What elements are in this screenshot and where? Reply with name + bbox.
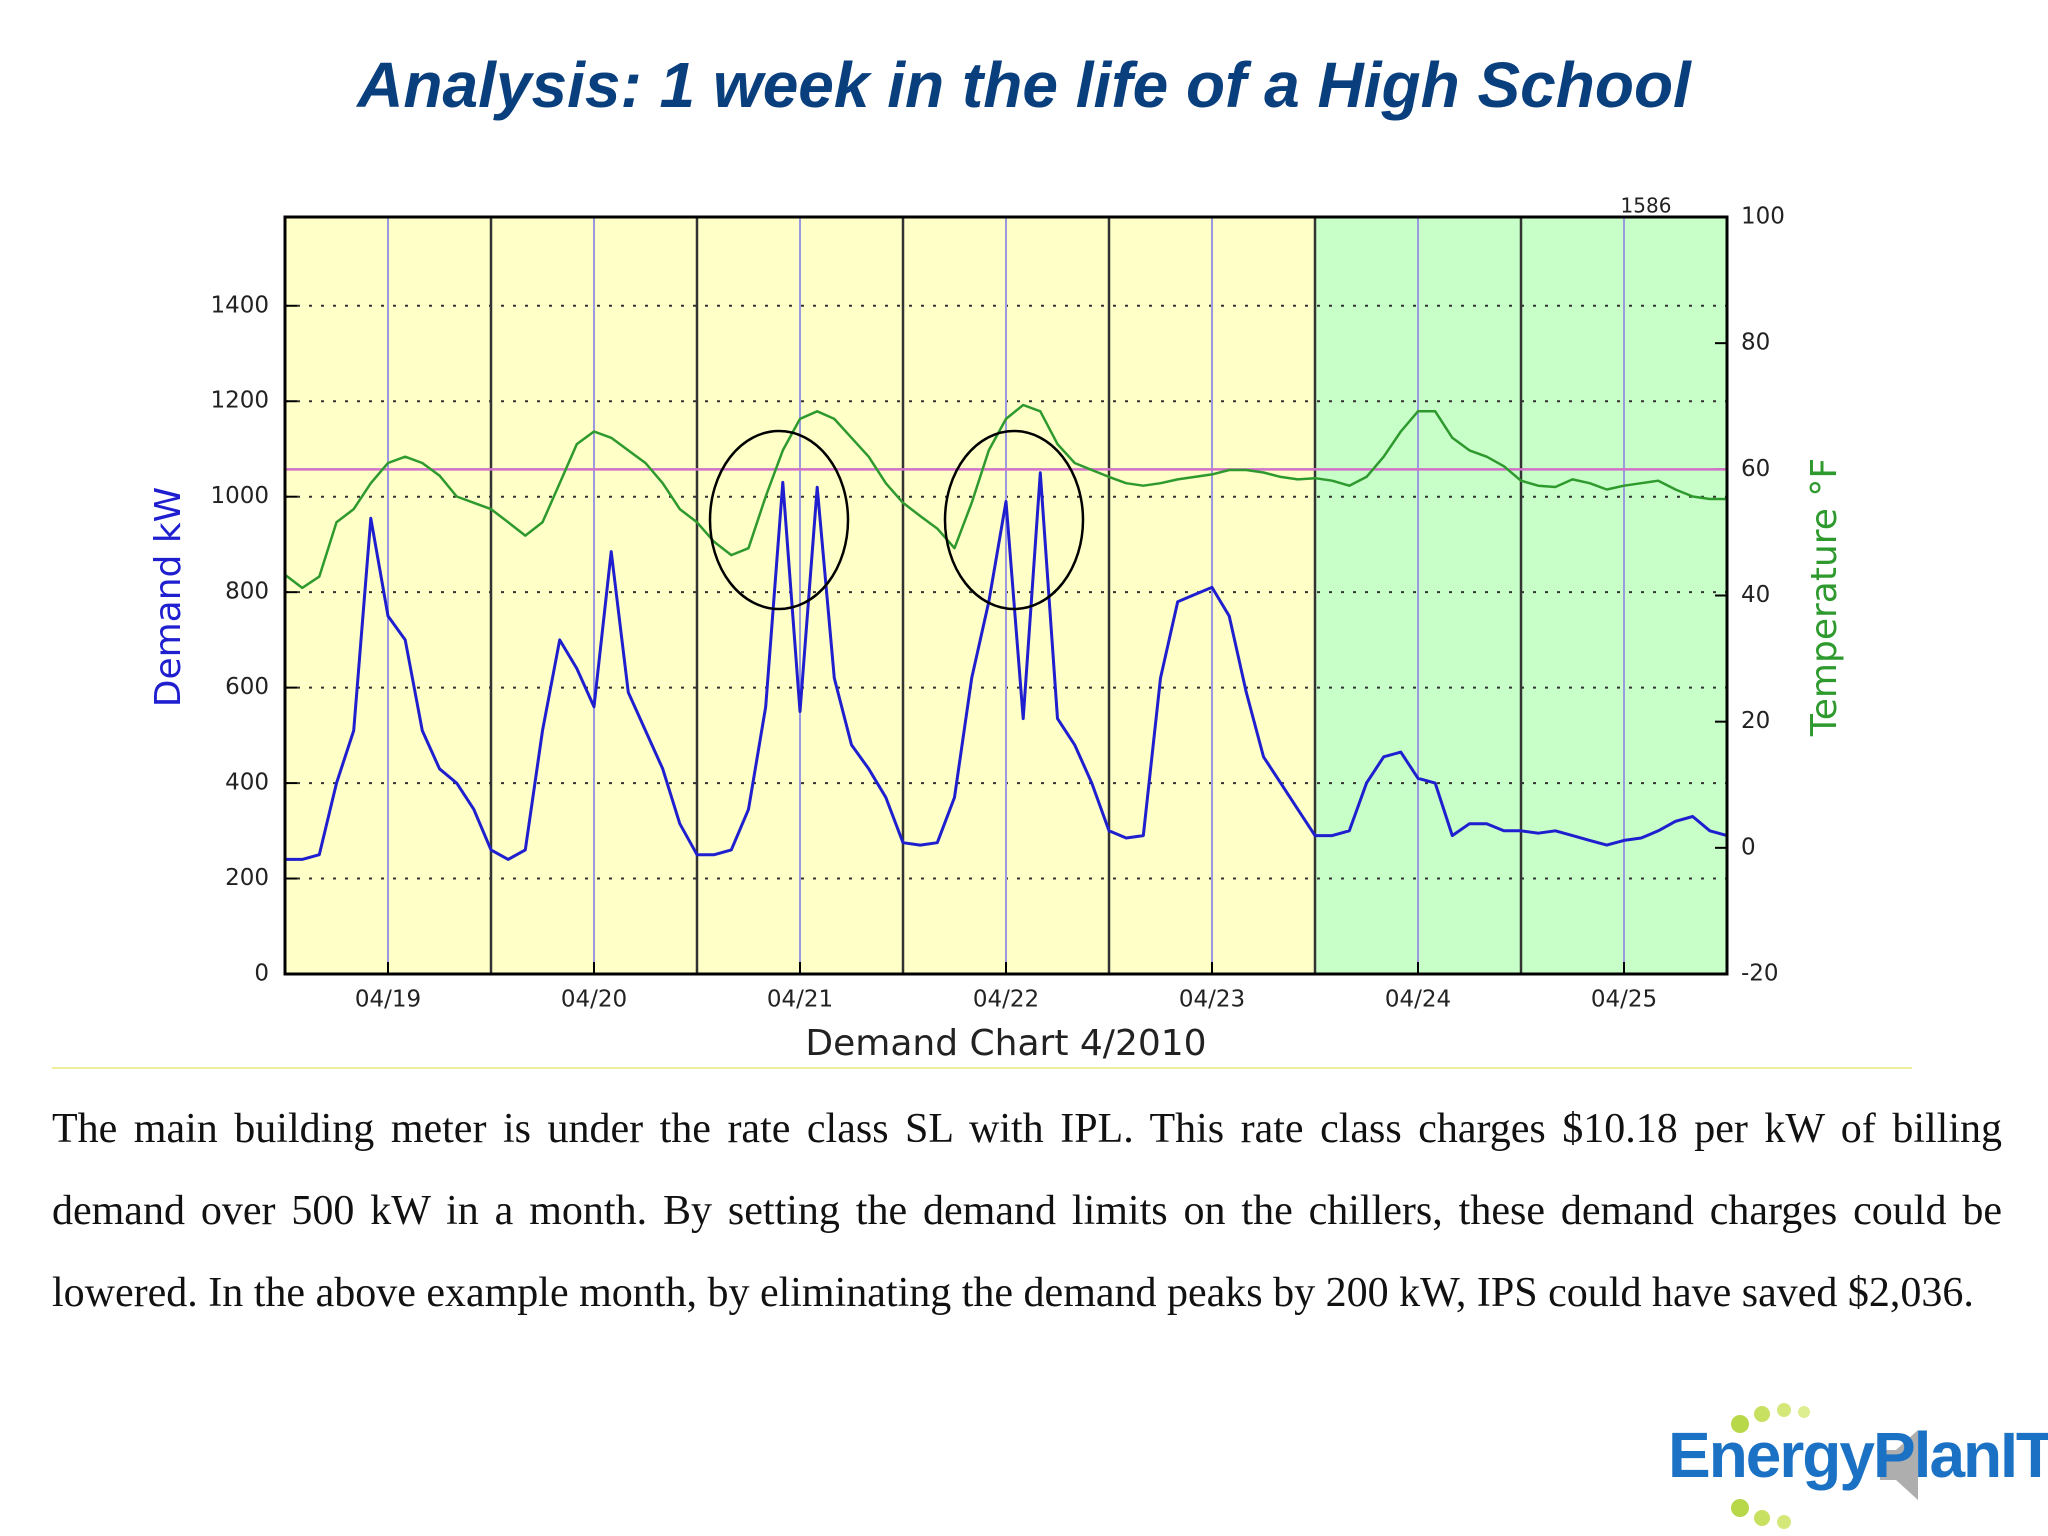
annotation-circle	[708, 429, 850, 611]
x-axis-label: Demand Chart 4/2010	[805, 1023, 1206, 1064]
y2-tick-label: 100	[1741, 204, 1785, 230]
series-line	[284, 403, 1727, 590]
x-tick-label: 04/20	[561, 987, 627, 1013]
divider	[52, 1067, 1912, 1069]
logo-dots	[1731, 1403, 1918, 1529]
slide-title: Analysis: 1 week in the life of a High S…	[357, 49, 1691, 121]
y2-tick-label: 60	[1741, 456, 1770, 482]
y2-axis-label: Temperature °F	[1804, 458, 1845, 737]
plot-frame	[283, 215, 1729, 976]
annotation-circle	[943, 429, 1085, 611]
series-line	[285, 471, 1728, 861]
y2-tick-label: -20	[1741, 961, 1779, 987]
y-tick-label: 0	[254, 961, 269, 987]
x-tick-label: 04/23	[1179, 987, 1245, 1013]
y-tick-label: 1000	[210, 483, 269, 509]
y-max-label: 1586	[1621, 194, 1672, 218]
y2-tick-label: 0	[1741, 834, 1756, 860]
y2-tick-label: 80	[1741, 330, 1770, 356]
y-tick-label: 600	[225, 674, 269, 700]
logo: EnergyPlanIT	[1668, 1419, 2048, 1491]
x-tick-label: 04/22	[973, 987, 1039, 1013]
y2-tick-label: 20	[1741, 708, 1770, 734]
paragraph: The main building meter is under the rat…	[52, 1106, 2002, 1316]
x-tick-label: 04/21	[767, 987, 833, 1013]
y-axis-label: Demand kW	[148, 487, 189, 708]
chart: 0 200 400 600 800 1000 1200 1400 -20 0 20 40 60 80 100…	[148, 194, 1845, 1065]
y-tick-label: 1200	[210, 388, 269, 414]
y-tick-label: 200	[225, 865, 269, 891]
y-tick-label: 400	[225, 770, 269, 796]
x-tick-label: 04/24	[1385, 987, 1451, 1013]
y2-tick-label: 40	[1741, 582, 1770, 608]
y-tick-label: 1400	[210, 292, 269, 318]
y-tick-label: 800	[225, 579, 269, 605]
x-tick-label: 04/19	[355, 987, 421, 1013]
x-tick-label: 04/25	[1591, 987, 1657, 1013]
